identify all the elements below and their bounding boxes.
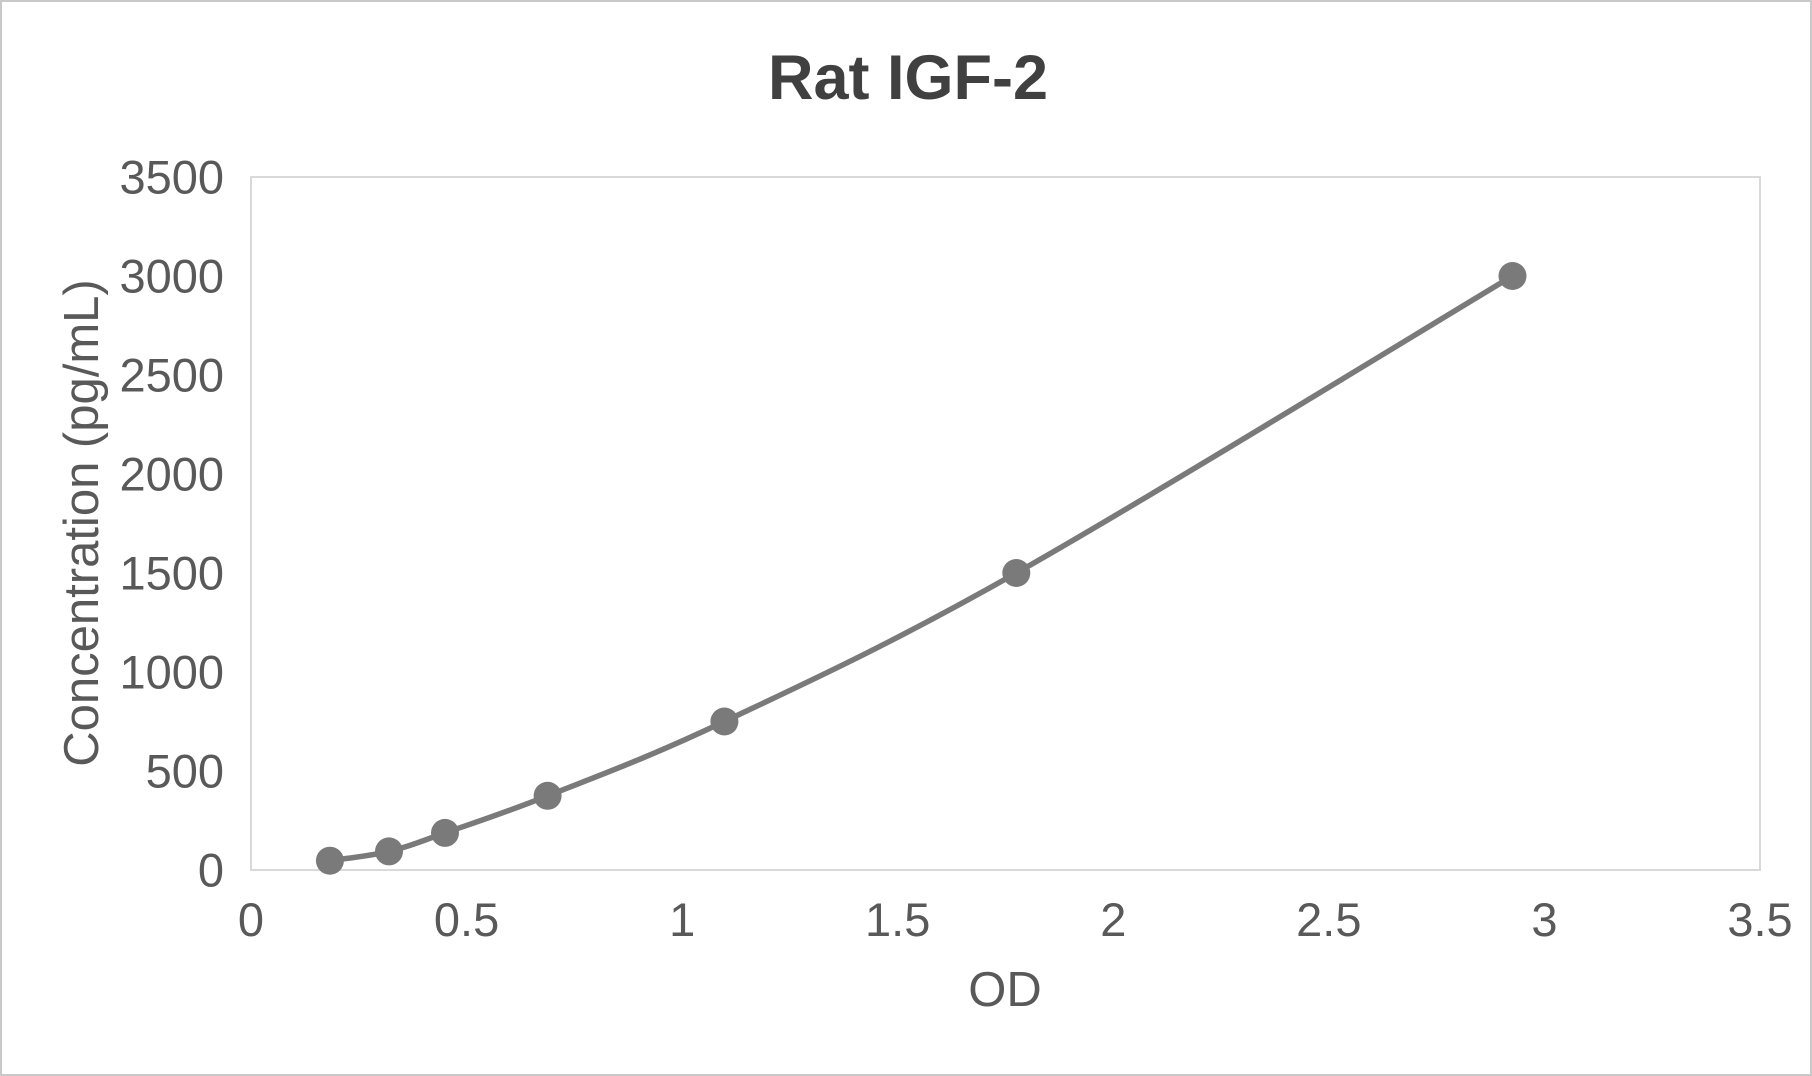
x-tick-label: 3.5 — [1727, 893, 1792, 946]
data-point-marker — [431, 818, 459, 847]
series-line — [327, 273, 1516, 864]
y-tick-label: 500 — [146, 744, 224, 797]
data-point-marker — [710, 707, 739, 736]
x-tick-label: 2 — [1100, 893, 1126, 946]
x-tick-label: 0 — [238, 893, 264, 946]
x-tick-label: 0.5 — [434, 893, 499, 946]
y-tick-label: 1000 — [119, 645, 224, 698]
y-tick-label: 3500 — [119, 150, 224, 203]
y-tick-label: 3000 — [119, 249, 224, 302]
y-axis-title: Concentration (pg/mL) — [55, 279, 109, 767]
data-point-marker — [375, 837, 403, 866]
data-point-marker — [533, 781, 562, 810]
y-tick-label: 2000 — [119, 447, 224, 500]
y-tick-label: 0 — [198, 843, 224, 896]
x-tick-label: 3 — [1531, 893, 1557, 946]
x-tick-label: 1.5 — [865, 893, 930, 946]
data-point-marker — [1498, 262, 1527, 290]
y-tick-label: 1500 — [119, 546, 224, 599]
x-tick-label: 1 — [669, 893, 695, 946]
chart-title: Rat IGF-2 — [767, 43, 1049, 113]
x-tick-label: 2.5 — [1296, 893, 1361, 946]
y-tick-label: 2500 — [119, 348, 224, 401]
x-axis-title: OD — [968, 963, 1042, 1017]
data-point-marker — [1002, 559, 1031, 587]
plot-border — [250, 176, 1761, 871]
data-point-marker — [315, 846, 344, 875]
